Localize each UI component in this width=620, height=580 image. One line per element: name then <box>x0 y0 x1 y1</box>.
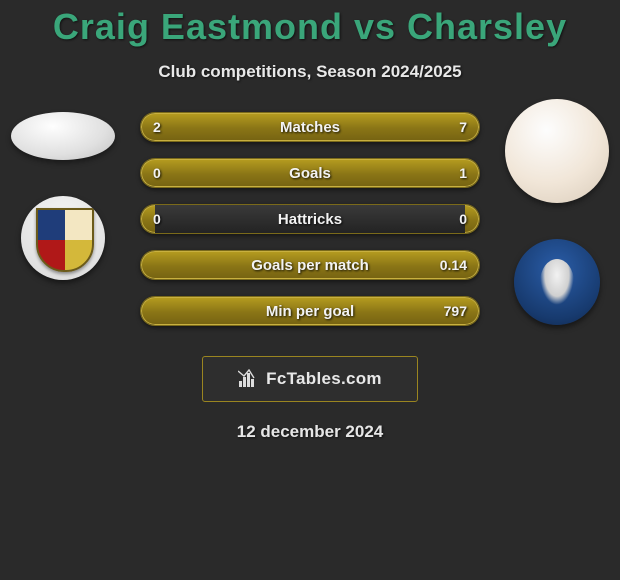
stat-label: Matches <box>141 113 479 141</box>
stat-label: Goals <box>141 159 479 187</box>
stat-bars: 2 Matches 7 0 Goals 1 0 Hattricks 0 Goal… <box>140 112 480 326</box>
stat-value-right: 797 <box>444 297 467 325</box>
stat-label: Goals per match <box>141 251 479 279</box>
page-title: Craig Eastmond vs Charsley <box>0 0 620 48</box>
right-player-column <box>502 112 612 325</box>
comparison-area: 2 Matches 7 0 Goals 1 0 Hattricks 0 Goal… <box>0 112 620 342</box>
stat-bar: 0 Goals 1 <box>140 158 480 188</box>
subtitle: Club competitions, Season 2024/2025 <box>0 62 620 82</box>
right-club-crest <box>514 239 600 325</box>
attribution-text: FcTables.com <box>266 369 382 389</box>
stat-bar: 2 Matches 7 <box>140 112 480 142</box>
stat-value-right: 0 <box>459 205 467 233</box>
stat-value-right: 1 <box>459 159 467 187</box>
stat-bar: Goals per match 0.14 <box>140 250 480 280</box>
date-text: 12 december 2024 <box>0 422 620 442</box>
right-player-avatar <box>505 99 609 203</box>
left-club-crest <box>21 196 105 280</box>
left-player-column <box>8 112 118 280</box>
bar-chart-icon <box>238 369 260 389</box>
attribution-box: FcTables.com <box>202 356 418 402</box>
stat-value-right: 7 <box>459 113 467 141</box>
stat-label: Min per goal <box>141 297 479 325</box>
stat-label: Hattricks <box>141 205 479 233</box>
stat-bar: 0 Hattricks 0 <box>140 204 480 234</box>
left-player-avatar <box>11 112 115 160</box>
stat-value-right: 0.14 <box>440 251 467 279</box>
stat-bar: Min per goal 797 <box>140 296 480 326</box>
